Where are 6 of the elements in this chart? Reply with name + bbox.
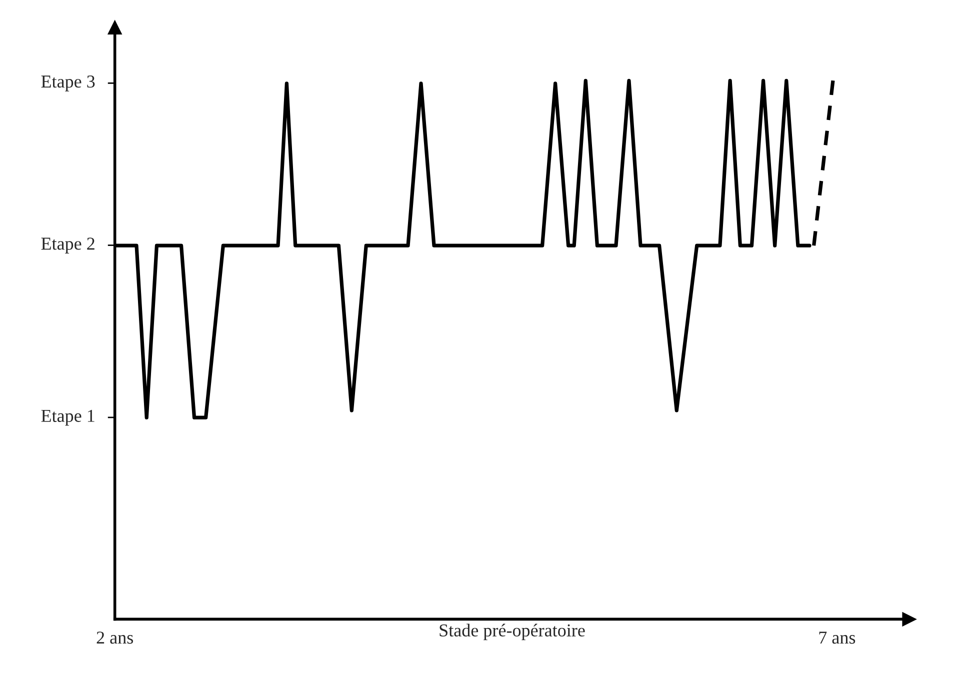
x-tick-label: 7 ans <box>819 632 856 644</box>
text: Etape 3 <box>41 76 95 92</box>
text: Etape 1 <box>41 410 94 426</box>
x-axis-title: Stade pré-opératoire <box>440 624 585 640</box>
text: Etape 2 <box>41 238 94 254</box>
x-tick-label: 2 ans <box>96 632 133 644</box>
